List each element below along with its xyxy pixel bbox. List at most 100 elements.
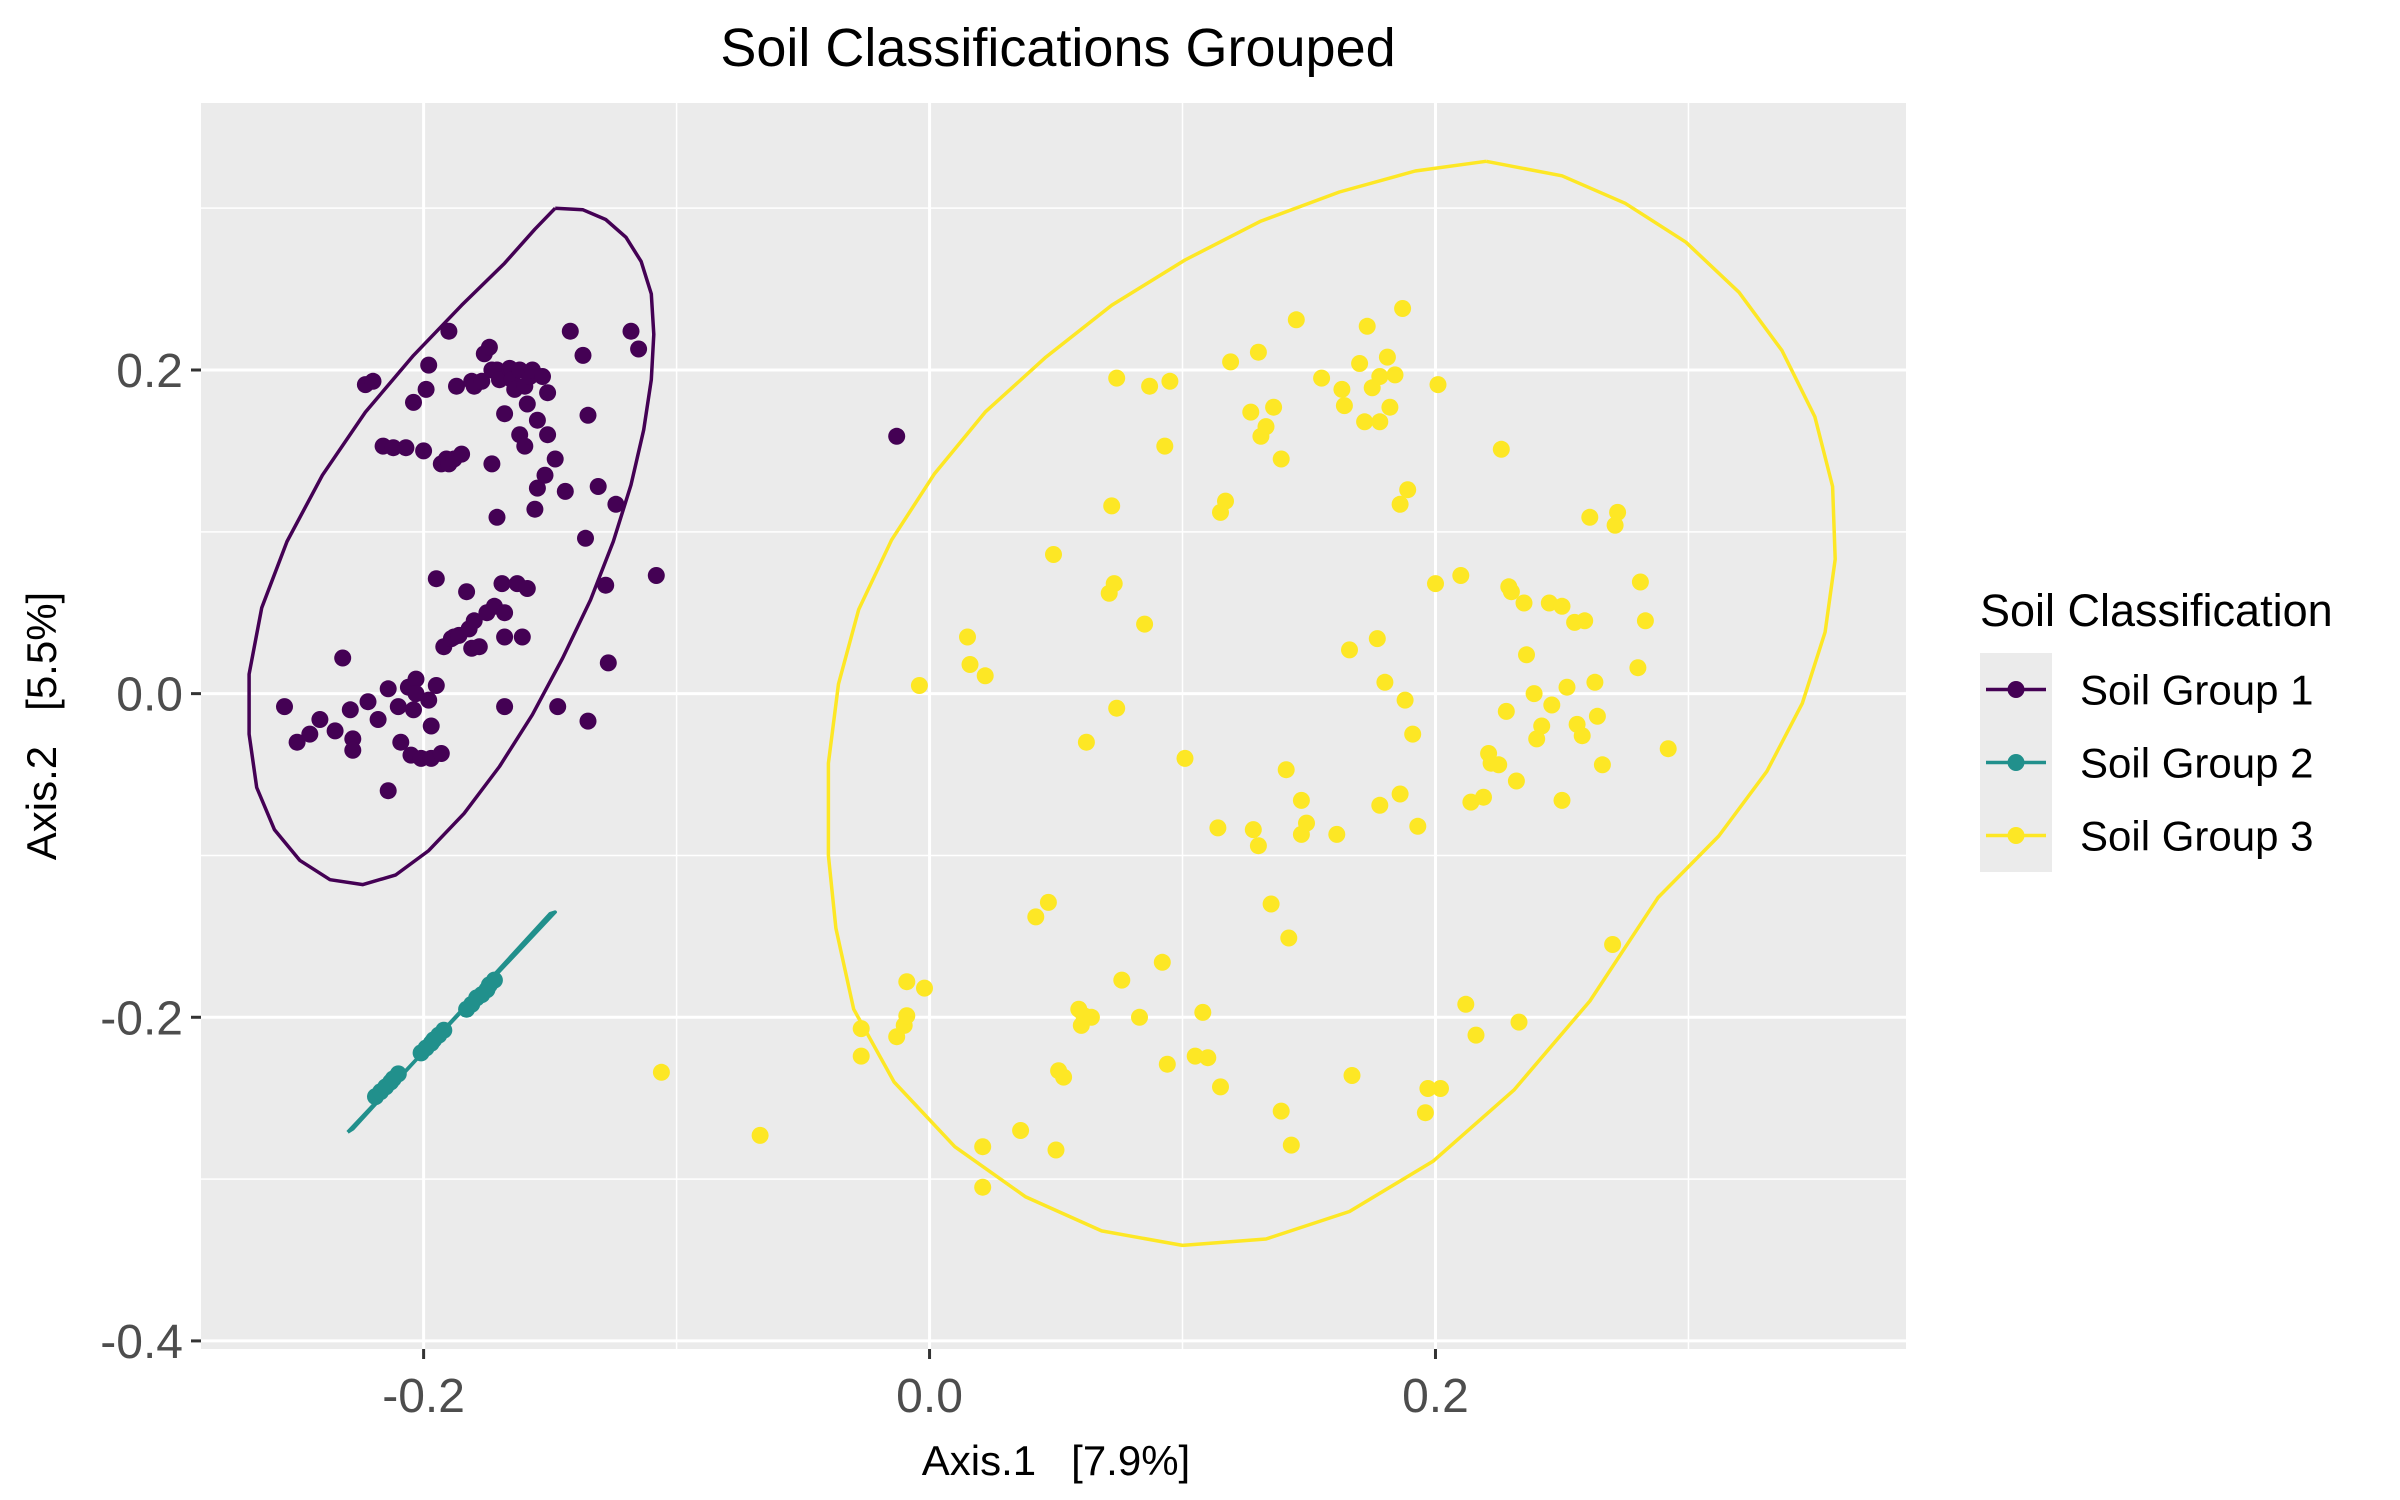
point-soil-group-3 xyxy=(1242,403,1260,421)
legend-items: Soil Group 1 Soil Group 2 Soil Group 3 xyxy=(1980,653,2313,872)
point-soil-group-3 xyxy=(1249,837,1267,855)
point-soil-group-3 xyxy=(1528,730,1546,748)
point-soil-group-3 xyxy=(1399,481,1417,499)
point-soil-group-3 xyxy=(1141,377,1159,395)
point-soil-group-1 xyxy=(453,445,471,463)
point-soil-group-1 xyxy=(496,628,514,646)
legend: Soil Classification Soil Group 1 Soil Gro… xyxy=(1980,585,2333,872)
point-soil-group-3 xyxy=(1490,756,1508,774)
point-soil-group-3 xyxy=(1553,791,1571,809)
point-soil-group-1 xyxy=(556,482,574,500)
point-soil-group-3 xyxy=(1416,1104,1434,1122)
point-soil-group-3 xyxy=(1341,641,1358,659)
point-soil-group-3 xyxy=(1153,953,1171,971)
point-soil-group-3 xyxy=(974,1138,992,1156)
point-soil-group-3 xyxy=(1525,685,1543,703)
point-soil-group-2 xyxy=(389,1065,407,1083)
point-soil-group-1 xyxy=(364,372,382,390)
point-soil-group-3 xyxy=(1409,817,1427,835)
point-soil-group-3 xyxy=(961,656,979,673)
point-soil-group-3 xyxy=(1244,821,1262,839)
point-soil-group-3 xyxy=(1262,895,1280,913)
point-soil-group-3 xyxy=(1176,749,1194,767)
point-soil-group-3 xyxy=(1429,376,1447,394)
point-soil-group-1 xyxy=(465,612,483,630)
point-soil-group-1 xyxy=(528,411,546,429)
point-soil-group-1 xyxy=(496,698,514,716)
points xyxy=(276,300,1677,1196)
point-soil-group-3 xyxy=(1606,516,1624,534)
point-soil-group-3 xyxy=(1292,791,1310,809)
ellipse-soil-group-3 xyxy=(826,159,1837,1248)
point-soil-group-1 xyxy=(534,368,551,385)
point-soil-group-1 xyxy=(415,442,433,460)
point-soil-group-1 xyxy=(488,508,506,526)
point-soil-group-3 xyxy=(1467,1026,1485,1044)
point-soil-group-3 xyxy=(1039,893,1057,911)
legend-item-soil-group-2: Soil Group 2 xyxy=(1980,726,2313,799)
point-soil-group-1 xyxy=(369,711,387,728)
point-soil-group-1 xyxy=(422,717,440,735)
point-soil-group-3 xyxy=(1298,814,1315,832)
point-soil-group-3 xyxy=(1103,497,1121,515)
point-soil-group-3 xyxy=(1381,398,1399,416)
point-soil-group-1 xyxy=(536,466,554,484)
point-soil-group-3 xyxy=(1186,1047,1204,1065)
point-soil-group-3 xyxy=(1371,796,1389,814)
point-soil-group-3 xyxy=(1427,575,1444,593)
point-soil-group-3 xyxy=(1391,495,1409,513)
point-soil-group-3 xyxy=(1581,508,1599,526)
point-soil-group-3 xyxy=(959,628,976,646)
point-soil-group-3 xyxy=(1502,583,1520,601)
point-soil-group-1 xyxy=(344,741,362,759)
legend-key-point xyxy=(2007,754,2025,771)
point-soil-group-1 xyxy=(432,745,450,762)
point-soil-group-3 xyxy=(751,1126,769,1144)
point-soil-group-1 xyxy=(389,698,407,716)
x-tick-label: 0.2 xyxy=(1402,1370,1469,1423)
point-soil-group-1 xyxy=(518,395,536,413)
point-soil-group-1 xyxy=(420,691,438,709)
point-soil-group-3 xyxy=(1457,995,1475,1013)
point-soil-group-1 xyxy=(549,698,567,716)
point-soil-group-1 xyxy=(561,322,579,340)
point-soil-group-1 xyxy=(516,437,534,455)
x-tick-label: 0.0 xyxy=(896,1370,963,1423)
legend-label: Soil Group 2 xyxy=(2080,740,2313,787)
point-soil-group-1 xyxy=(597,576,615,594)
point-soil-group-3 xyxy=(1404,725,1422,743)
point-soil-group-1 xyxy=(288,733,306,751)
point-soil-group-1 xyxy=(518,580,536,597)
point-soil-group-1 xyxy=(622,322,640,340)
point-soil-group-3 xyxy=(1212,1078,1229,1096)
point-soil-group-1 xyxy=(427,570,445,588)
point-soil-group-3 xyxy=(1055,1068,1073,1086)
point-soil-group-3 xyxy=(1265,398,1283,416)
point-soil-group-3 xyxy=(1631,573,1649,591)
point-soil-group-3 xyxy=(974,1178,992,1196)
point-soil-group-3 xyxy=(1108,699,1126,717)
point-soil-group-3 xyxy=(1576,612,1594,630)
point-soil-group-3 xyxy=(898,1007,916,1025)
point-soil-group-1 xyxy=(647,567,665,584)
point-soil-group-3 xyxy=(976,667,994,685)
point-soil-group-3 xyxy=(1335,397,1353,415)
point-soil-group-3 xyxy=(1209,819,1227,837)
point-soil-group-1 xyxy=(513,628,531,646)
point-soil-group-1 xyxy=(326,722,344,740)
point-soil-group-3 xyxy=(1515,594,1533,612)
point-soil-group-3 xyxy=(852,1047,870,1065)
point-soil-group-1 xyxy=(405,393,422,411)
legend-title: Soil Classification xyxy=(1980,585,2333,636)
point-soil-group-3 xyxy=(1533,717,1551,735)
point-soil-group-1 xyxy=(334,649,352,667)
legend-key-point xyxy=(2007,681,2025,698)
point-soil-group-1 xyxy=(493,575,511,593)
legend-label: Soil Group 1 xyxy=(2080,667,2313,714)
point-soil-group-1 xyxy=(607,495,625,513)
point-soil-group-1 xyxy=(341,701,359,719)
point-soil-group-1 xyxy=(379,680,397,698)
point-soil-group-3 xyxy=(1518,646,1535,664)
point-soil-group-3 xyxy=(1047,1141,1065,1159)
point-soil-group-3 xyxy=(1376,673,1394,691)
